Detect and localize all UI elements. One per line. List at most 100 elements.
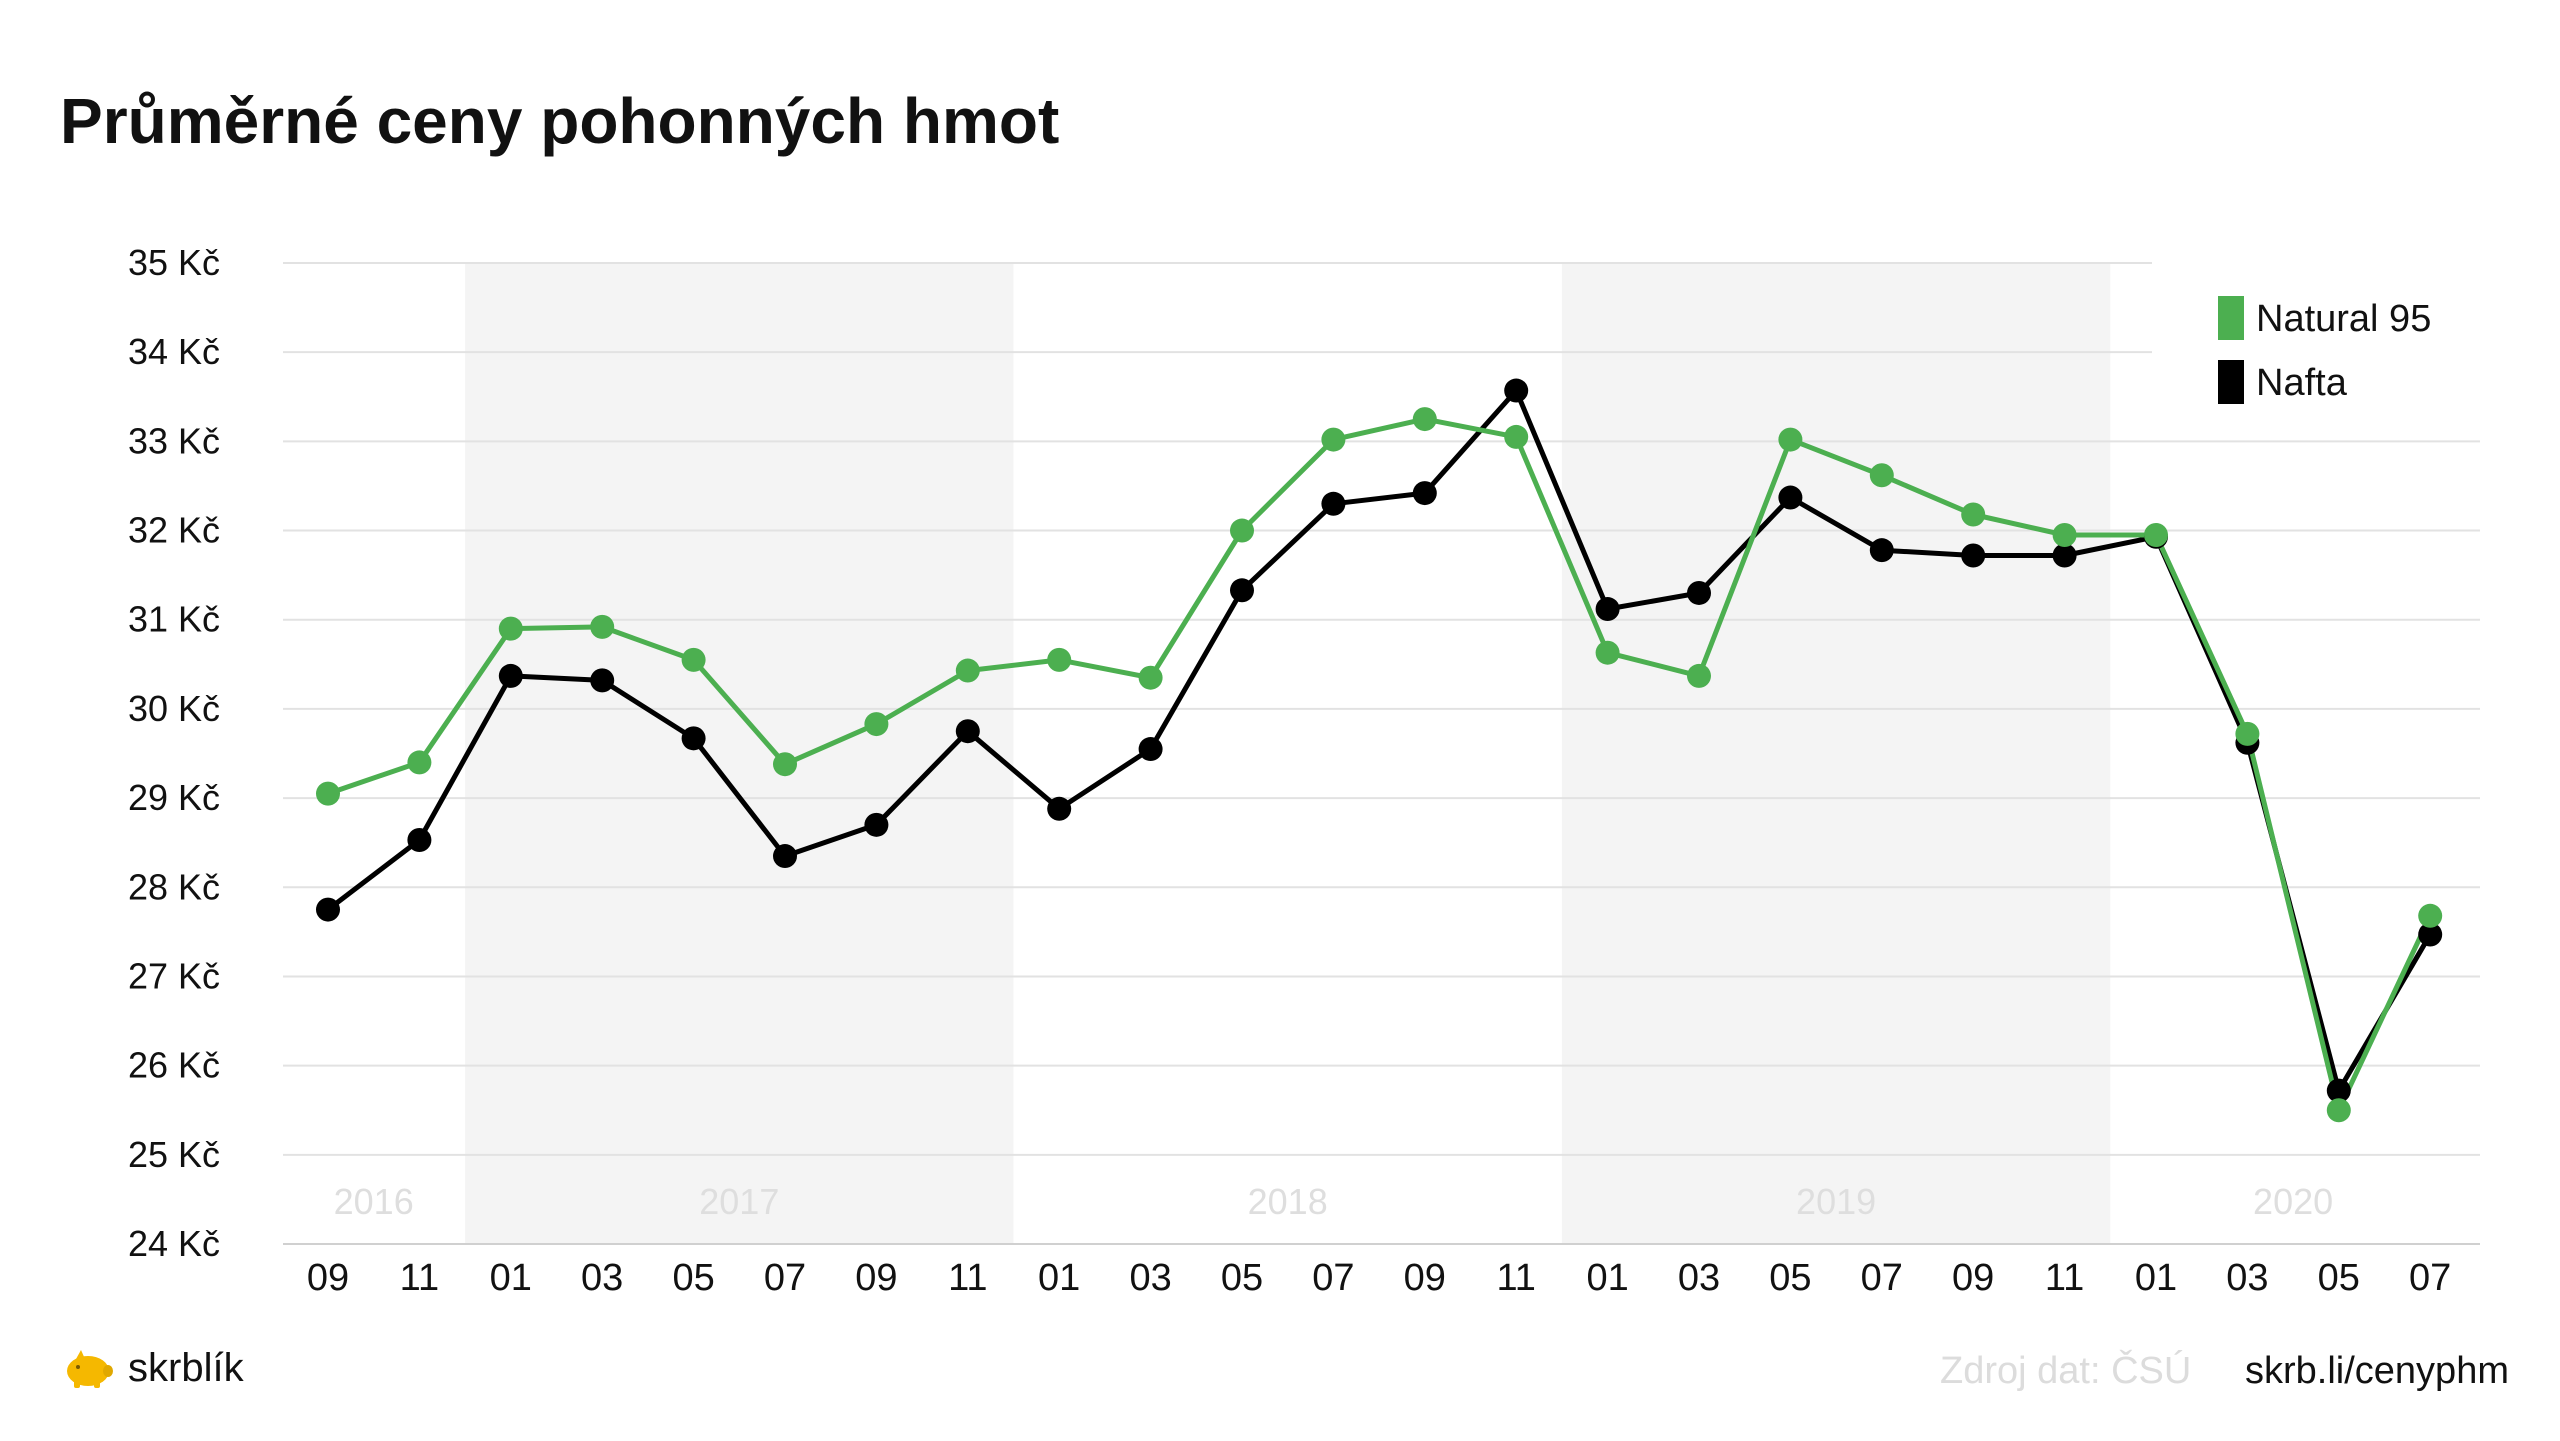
x-tick-label: 11 (1496, 1257, 1535, 1299)
year-label: 2020 (2253, 1181, 2333, 1222)
data-source: Zdroj dat: ČSÚ (1940, 1350, 2192, 1392)
brand-logo[interactable]: skrblík (62, 1346, 244, 1391)
data-point (2052, 543, 2077, 568)
year-label: 2018 (1248, 1181, 1328, 1222)
chart-title: Průměrné ceny pohonných hmot (60, 85, 1060, 157)
y-tick-label: 24 Kč (128, 1223, 220, 1264)
data-point (1961, 543, 1986, 568)
data-point (316, 781, 340, 806)
data-point (498, 616, 523, 641)
x-tick-label: 07 (764, 1257, 806, 1299)
series-lines (326, 388, 2433, 1113)
series-points (316, 378, 2443, 1123)
year-band (465, 263, 1014, 1244)
data-point (1047, 796, 1072, 821)
data-point (2418, 922, 2443, 947)
y-tick-label: 28 Kč (128, 866, 220, 907)
legend-label: Natural 95 (2256, 298, 2431, 340)
data-point (2052, 523, 2077, 548)
x-tick-label: 07 (1312, 1257, 1354, 1299)
data-point (1869, 463, 1894, 488)
data-point (955, 719, 980, 744)
x-tick-label: 09 (855, 1257, 897, 1299)
x-tick-label: 09 (307, 1257, 349, 1299)
x-tick-label: 01 (1586, 1257, 1628, 1299)
year-label: 2017 (699, 1181, 779, 1222)
legend: Natural 95 Nafta (2218, 296, 2431, 404)
data-point (1778, 427, 1803, 452)
data-point (590, 668, 615, 693)
x-axis-labels: 09 11 01 03 05 07 09 11 01 03 05 07 09 11 01 03 05 07 09 11… (307, 1257, 2451, 1299)
x-tick-label: 11 (948, 1257, 987, 1299)
data-point (1595, 597, 1620, 622)
data-point (1504, 378, 1529, 403)
data-point (864, 812, 889, 837)
data-point (955, 658, 980, 683)
data-point (681, 726, 706, 751)
year-bands (465, 263, 2111, 1244)
source-link[interactable]: skrb.li/cenyphm (2245, 1350, 2509, 1392)
y-tick-label: 32 Kč (128, 510, 220, 551)
data-point (1412, 407, 1437, 432)
data-point (1778, 485, 1803, 510)
data-point (1230, 518, 1254, 543)
data-point (1321, 427, 1346, 452)
x-tick-label: 11 (400, 1257, 439, 1299)
y-tick-label: 31 Kč (128, 599, 220, 640)
data-point (498, 663, 523, 688)
x-tick-label: 03 (1129, 1257, 1171, 1299)
x-tick-label: 01 (490, 1257, 532, 1299)
data-point (1138, 665, 1163, 690)
brand-name: skrblík (128, 1346, 244, 1390)
data-point (2235, 721, 2260, 746)
x-tick-label: 01 (2135, 1257, 2177, 1299)
data-point (1687, 663, 1711, 688)
y-tick-label: 26 Kč (128, 1045, 220, 1086)
data-point (2326, 1098, 2351, 1123)
data-point (1412, 481, 1437, 506)
x-tick-label: 05 (672, 1257, 714, 1299)
year-band (1561, 263, 2111, 1244)
x-tick-label: 03 (2226, 1257, 2268, 1299)
y-tick-label: 34 Kč (128, 331, 220, 372)
data-point (773, 844, 797, 869)
data-point (1230, 578, 1254, 603)
y-tick-label: 27 Kč (128, 955, 220, 996)
data-point (2144, 523, 2168, 548)
data-point (407, 828, 432, 853)
data-point (681, 647, 706, 672)
x-tick-label: 05 (1221, 1257, 1263, 1299)
data-point (2326, 1078, 2351, 1103)
data-point (1321, 491, 1346, 516)
data-point (1961, 502, 1986, 527)
series-line (326, 388, 2433, 1094)
legend-swatch (2218, 360, 2244, 404)
x-tick-label: 09 (1404, 1257, 1446, 1299)
y-tick-label: 29 Kč (128, 777, 220, 818)
series-line (327, 416, 2433, 1113)
x-tick-label: 11 (2045, 1257, 2084, 1299)
year-label: 2019 (1796, 1181, 1876, 1222)
x-tick-label: 05 (1769, 1257, 1811, 1299)
x-tick-label: 05 (2318, 1257, 2360, 1299)
x-tick-label: 03 (1678, 1257, 1720, 1299)
year-labels: 2016 2017 2018 2019 2020 (334, 1181, 2333, 1222)
x-tick-label: 01 (1038, 1257, 1080, 1299)
x-tick-label: 09 (1952, 1257, 1994, 1299)
piggy-bank-icon (67, 1349, 113, 1388)
legend-label: Nafta (2256, 362, 2348, 404)
x-tick-label: 03 (581, 1257, 623, 1299)
y-tick-label: 35 Kč (128, 242, 220, 283)
data-point (1595, 640, 1620, 665)
y-tick-label: 33 Kč (128, 420, 220, 461)
data-point (864, 712, 889, 737)
data-point (316, 897, 340, 922)
x-tick-label: 07 (2409, 1257, 2451, 1299)
data-point (1047, 647, 1072, 672)
data-point (1504, 424, 1529, 449)
data-point (2418, 903, 2443, 928)
data-point (773, 752, 797, 777)
data-point (1138, 737, 1163, 762)
